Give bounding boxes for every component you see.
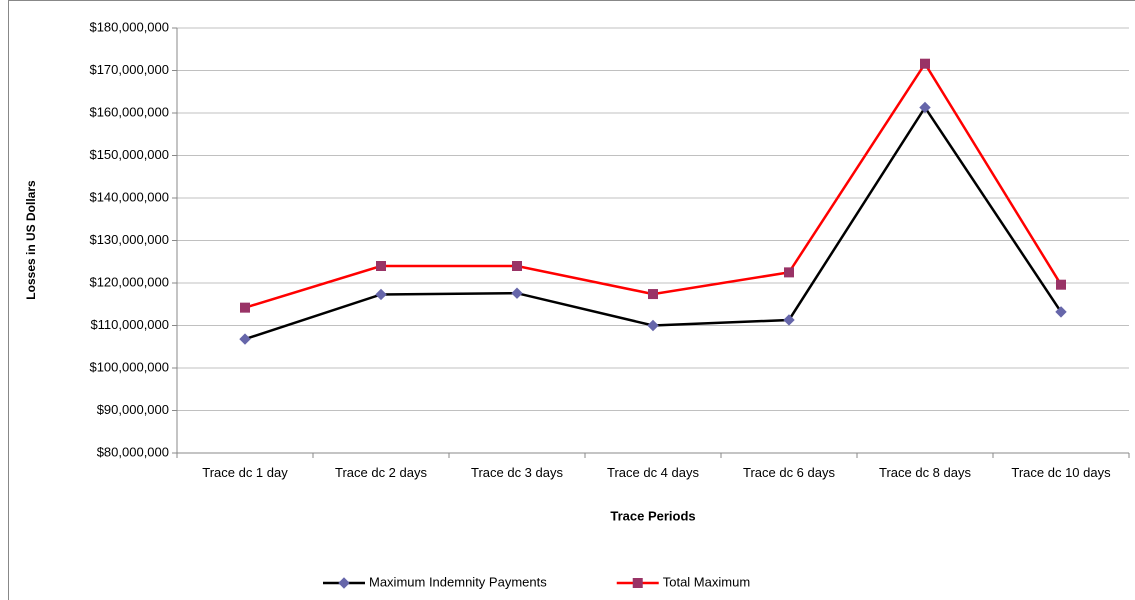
x-tick-label: Trace dc 2 days — [334, 465, 427, 480]
x-axis-title: Trace Periods — [610, 508, 695, 523]
data-point — [1055, 306, 1067, 318]
y-tick-label: $150,000,000 — [89, 147, 169, 162]
data-point — [919, 101, 931, 114]
data-point — [375, 288, 387, 301]
x-tick-label: Trace dc 4 days — [606, 465, 699, 480]
legend-marker — [632, 578, 643, 588]
data-point — [239, 333, 251, 345]
series-line — [244, 61, 1063, 309]
data-point — [648, 289, 658, 300]
y-tick-label: $140,000,000 — [89, 189, 169, 204]
y-tick-label: $180,000,000 — [89, 19, 169, 34]
y-tick-label: $80,000,000 — [97, 444, 169, 459]
y-tick-label: $110,000,000 — [90, 317, 169, 332]
chart-frame — [8, 0, 1135, 600]
x-tick-label: Trace dc 8 days — [878, 465, 971, 480]
data-point — [512, 261, 522, 271]
y-axis-title: Losses in US Dollars — [24, 180, 38, 300]
x-tick-label: Trace dc 1 day — [202, 465, 288, 480]
data-point — [647, 319, 659, 332]
y-tick-label: $100,000,000 — [89, 359, 169, 374]
x-tick-label: Trace dc 3 days — [470, 465, 563, 480]
series-line — [244, 105, 1063, 341]
y-tick-label: $160,000,000 — [89, 104, 169, 119]
y-tick-label: $120,000,000 — [89, 274, 169, 289]
legend-label: Maximum Indemnity Payments — [369, 574, 547, 589]
legend-marker — [338, 577, 350, 589]
x-tick-label: Trace dc 6 days — [742, 465, 835, 480]
y-tick-label: $130,000,000 — [89, 232, 169, 247]
data-point — [784, 267, 794, 278]
data-point — [1056, 279, 1066, 290]
data-point — [240, 302, 250, 313]
y-tick-label: $170,000,000 — [89, 62, 169, 77]
data-point — [376, 261, 386, 271]
data-point — [511, 287, 523, 299]
y-tick-label: $90,000,000 — [97, 402, 169, 417]
x-tick-label: Trace dc 10 days — [1011, 465, 1111, 480]
legend-label: Total Maximum — [663, 574, 750, 589]
data-point — [783, 314, 795, 326]
data-point — [920, 58, 930, 69]
